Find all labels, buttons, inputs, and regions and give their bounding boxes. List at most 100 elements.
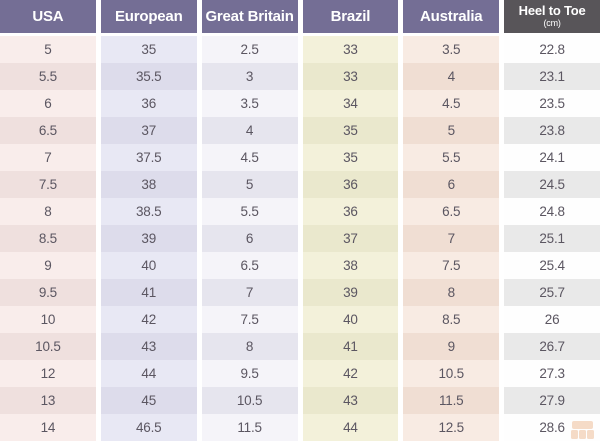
cell-heel-to-toe-row12: 26.7 bbox=[504, 333, 600, 360]
cell-brazil-row7: 36 bbox=[302, 198, 399, 225]
cell-great-britain-row7: 5.5 bbox=[201, 198, 298, 225]
column-header-usa: USA bbox=[0, 0, 96, 33]
cell-great-britain-row4: 4 bbox=[201, 117, 298, 144]
column-header-australia: Australia bbox=[403, 0, 500, 33]
cell-usa-row8: 8.5 bbox=[0, 225, 96, 252]
column-header-brazil: Brazil bbox=[302, 0, 399, 33]
cell-usa-row5: 7 bbox=[0, 144, 96, 171]
cell-australia-row8: 7 bbox=[403, 225, 500, 252]
cell-great-britain-row2: 3 bbox=[201, 63, 298, 90]
cell-brazil-row13: 42 bbox=[302, 360, 399, 387]
cell-usa-row14: 13 bbox=[0, 387, 96, 414]
column-header-sublabel: (cm) bbox=[543, 18, 561, 29]
column-header-heel-to-toe: Heel to Toe (cm) bbox=[504, 0, 600, 33]
column-brazil: Brazil 33 33 34 35 35 36 36 37 38 39 40 41 42 43 44 bbox=[302, 0, 399, 441]
cell-european-row1: 35 bbox=[100, 36, 197, 63]
cell-heel-to-toe-row7: 24.8 bbox=[504, 198, 600, 225]
watermark-block bbox=[572, 421, 593, 429]
cell-usa-row3: 6 bbox=[0, 90, 96, 117]
column-australia: Australia 3.5 4 4.5 5 5.5 6 6.5 7 7.5 8 8.5 9 10.5 11.… bbox=[403, 0, 500, 441]
cell-australia-row4: 5 bbox=[403, 117, 500, 144]
cell-heel-to-toe-row3: 23.5 bbox=[504, 90, 600, 117]
cell-brazil-row2: 33 bbox=[302, 63, 399, 90]
cell-brazil-row10: 39 bbox=[302, 279, 399, 306]
watermark-block bbox=[579, 430, 586, 439]
cell-usa-row7: 8 bbox=[0, 198, 96, 225]
cell-european-row9: 40 bbox=[100, 252, 197, 279]
cell-european-row7: 38.5 bbox=[100, 198, 197, 225]
cell-heel-to-toe-row5: 24.1 bbox=[504, 144, 600, 171]
cell-european-row12: 43 bbox=[100, 333, 197, 360]
cell-brazil-row14: 43 bbox=[302, 387, 399, 414]
cell-usa-row4: 6.5 bbox=[0, 117, 96, 144]
site-logo-watermark-icon bbox=[570, 421, 595, 440]
cell-usa-row13: 12 bbox=[0, 360, 96, 387]
cell-australia-row10: 8 bbox=[403, 279, 500, 306]
cell-heel-to-toe-row9: 25.4 bbox=[504, 252, 600, 279]
column-header-great-britain: Great Britain bbox=[201, 0, 298, 33]
column-header-label: Heel to Toe bbox=[518, 3, 586, 19]
cell-heel-to-toe-row11: 26 bbox=[504, 306, 600, 333]
cell-european-row14: 45 bbox=[100, 387, 197, 414]
cell-brazil-row15: 44 bbox=[302, 414, 399, 441]
column-header-label: Great Britain bbox=[205, 7, 294, 25]
cell-great-britain-row9: 6.5 bbox=[201, 252, 298, 279]
cell-european-row2: 35.5 bbox=[100, 63, 197, 90]
cell-australia-row13: 10.5 bbox=[403, 360, 500, 387]
cell-heel-to-toe-row8: 25.1 bbox=[504, 225, 600, 252]
cell-heel-to-toe-row2: 23.1 bbox=[504, 63, 600, 90]
cell-usa-row9: 9 bbox=[0, 252, 96, 279]
cell-european-row15: 46.5 bbox=[100, 414, 197, 441]
cell-brazil-row9: 38 bbox=[302, 252, 399, 279]
cell-great-britain-row15: 11.5 bbox=[201, 414, 298, 441]
cell-brazil-row11: 40 bbox=[302, 306, 399, 333]
cell-usa-row10: 9.5 bbox=[0, 279, 96, 306]
cell-great-britain-row1: 2.5 bbox=[201, 36, 298, 63]
cell-brazil-row6: 36 bbox=[302, 171, 399, 198]
column-header-label: Brazil bbox=[330, 7, 371, 25]
cell-great-britain-row8: 6 bbox=[201, 225, 298, 252]
cell-heel-to-toe-row15: 28.6 bbox=[504, 414, 600, 441]
cell-usa-row11: 10 bbox=[0, 306, 96, 333]
column-header-label: USA bbox=[32, 7, 64, 25]
watermark-block bbox=[571, 430, 578, 439]
cell-heel-to-toe-row10: 25.7 bbox=[504, 279, 600, 306]
column-header-european: European bbox=[100, 0, 197, 33]
cell-european-row6: 38 bbox=[100, 171, 197, 198]
cell-great-britain-row11: 7.5 bbox=[201, 306, 298, 333]
cell-great-britain-row13: 9.5 bbox=[201, 360, 298, 387]
cell-australia-row15: 12.5 bbox=[403, 414, 500, 441]
cell-heel-to-toe-row4: 23.8 bbox=[504, 117, 600, 144]
cell-usa-row2: 5.5 bbox=[0, 63, 96, 90]
cell-heel-to-toe-row1: 22.8 bbox=[504, 36, 600, 63]
cell-australia-row9: 7.5 bbox=[403, 252, 500, 279]
cell-brazil-row8: 37 bbox=[302, 225, 399, 252]
cell-brazil-row12: 41 bbox=[302, 333, 399, 360]
cell-australia-row2: 4 bbox=[403, 63, 500, 90]
watermark-block bbox=[587, 430, 594, 439]
cell-australia-row14: 11.5 bbox=[403, 387, 500, 414]
cell-australia-row12: 9 bbox=[403, 333, 500, 360]
cell-heel-to-toe-row13: 27.3 bbox=[504, 360, 600, 387]
cell-european-row5: 37.5 bbox=[100, 144, 197, 171]
column-heel-to-toe: Heel to Toe (cm) 22.8 23.1 23.5 23.8 24.1 24.5 2… bbox=[504, 0, 600, 441]
cell-great-britain-row10: 7 bbox=[201, 279, 298, 306]
cell-australia-row7: 6.5 bbox=[403, 198, 500, 225]
cell-great-britain-row12: 8 bbox=[201, 333, 298, 360]
cell-australia-row5: 5.5 bbox=[403, 144, 500, 171]
cell-brazil-row1: 33 bbox=[302, 36, 399, 63]
column-usa: USA 5 5.5 6 6.5 7 7.5 8 8.5 9 9.5 10 10.5 12 13 14 bbox=[0, 0, 96, 441]
cell-brazil-row5: 35 bbox=[302, 144, 399, 171]
cell-heel-to-toe-row6: 24.5 bbox=[504, 171, 600, 198]
cell-brazil-row4: 35 bbox=[302, 117, 399, 144]
cell-usa-row12: 10.5 bbox=[0, 333, 96, 360]
column-header-label: European bbox=[114, 7, 183, 25]
column-european: European 35 35.5 36 37 37.5 38 38.5 39 40 41 42 43 44… bbox=[100, 0, 197, 441]
cell-heel-to-toe-row14: 27.9 bbox=[504, 387, 600, 414]
column-great-britain: Great Britain 2.5 3 3.5 4 4.5 5 5.5 6 6.5 7 7.5 8 9.5… bbox=[201, 0, 298, 441]
cell-australia-row1: 3.5 bbox=[403, 36, 500, 63]
cell-australia-row11: 8.5 bbox=[403, 306, 500, 333]
cell-usa-row15: 14 bbox=[0, 414, 96, 441]
cell-great-britain-row3: 3.5 bbox=[201, 90, 298, 117]
cell-great-britain-row14: 10.5 bbox=[201, 387, 298, 414]
